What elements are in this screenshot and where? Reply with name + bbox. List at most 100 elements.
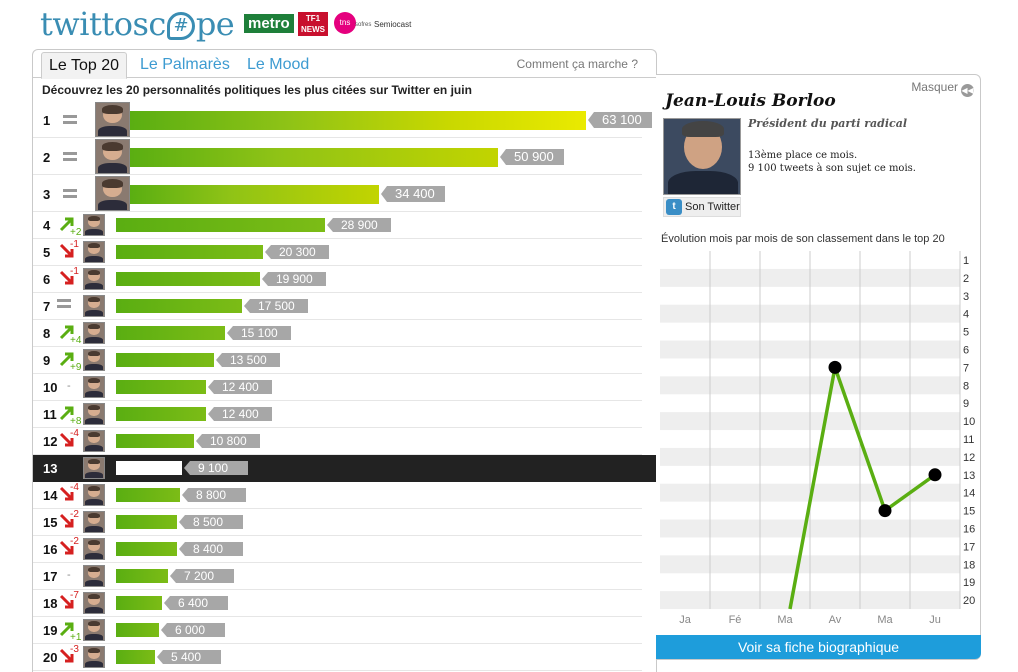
ranking-row[interactable]: 8 +4 15 100: [33, 320, 642, 347]
y-tick-label: 5: [963, 327, 969, 339]
trend-unchanged-icon: [63, 189, 77, 198]
trend-up-arrow-icon: [59, 352, 74, 367]
ranking-row[interactable]: 1 63 100: [33, 101, 652, 138]
rank-number: 4: [43, 218, 51, 233]
tweet-count-bar: [116, 488, 180, 502]
semiocast-logo[interactable]: Semiocast: [374, 20, 412, 29]
ranking-row[interactable]: 19 +1 6 000: [33, 617, 642, 644]
y-tick-label: 7: [963, 362, 969, 374]
y-tick-label: 14: [963, 488, 975, 500]
ranking-panel: Le Top 20 Le Palmarès Le Mood Comment ça…: [32, 49, 657, 672]
trend-unchanged-icon: [57, 299, 71, 308]
rank-delta: -2: [70, 509, 79, 520]
x-tick-label: Ju: [929, 614, 941, 626]
tns-logo[interactable]: tns: [334, 12, 356, 34]
ranking-row[interactable]: 11 +8 12 400: [33, 401, 642, 428]
tweet-count-label: 17 500: [244, 299, 308, 313]
ranking-row[interactable]: 14 -4 8 800: [33, 482, 642, 509]
ranking-row[interactable]: 5 -1 20 300: [33, 239, 642, 266]
tweet-count-label: 6 000: [161, 623, 225, 637]
tweets-info: 9 100 tweets à son sujet ce mois.: [748, 163, 916, 174]
tweet-count-label: 12 400: [208, 380, 272, 394]
ranking-row[interactable]: 9 +9 13 500: [33, 347, 642, 374]
y-tick-label: 1: [963, 255, 969, 267]
ranking-row[interactable]: 16 -2 8 400: [33, 536, 642, 563]
politician-avatar: [83, 295, 105, 317]
tweet-count-bar: [116, 380, 206, 394]
twitter-icon: t: [666, 199, 682, 215]
tweet-count-bar: [116, 299, 242, 313]
trend-down-arrow-icon: [59, 513, 74, 528]
politician-avatar: [95, 176, 130, 211]
rank-series-line: [788, 360, 937, 610]
rank-number: 19: [43, 623, 58, 638]
ranking-row[interactable]: 2 50 900: [33, 138, 642, 175]
sofres-text: sofres: [355, 22, 372, 28]
trend-unchanged-icon: [63, 115, 77, 124]
tweet-count-bar: [130, 148, 498, 167]
tab-palmares[interactable]: Le Palmarès: [140, 56, 230, 73]
rank-delta: +1: [70, 632, 82, 643]
trend-down-arrow-icon: [59, 270, 74, 285]
detail-panel: Masquer ◀◀ Jean-Louis Borloo Président du…: [656, 74, 981, 660]
y-tick-label: 4: [963, 309, 969, 321]
ranking-row[interactable]: 18 -7 6 400: [33, 590, 642, 617]
y-tick-label: 17: [963, 541, 975, 553]
tweet-count-label: 28 900: [327, 218, 391, 232]
twitter-link[interactable]: t Son Twitter: [663, 197, 741, 217]
tweet-count-label: 13 500: [216, 353, 280, 367]
rank-info: 13ème place ce mois.: [748, 150, 858, 161]
politician-avatar: [83, 646, 105, 668]
trend-down-arrow-icon: [59, 486, 74, 501]
ranking-row[interactable]: 3 34 400: [33, 175, 642, 212]
metro-logo[interactable]: metro: [244, 14, 294, 33]
rank-delta: -4: [70, 482, 79, 493]
tweet-count-label: 19 900: [262, 272, 326, 286]
ranking-row[interactable]: 17- 7 200: [33, 563, 642, 590]
rank-delta: +8: [70, 416, 82, 427]
politician-avatar: [95, 139, 130, 174]
politician-avatar: [83, 538, 105, 560]
trend-none-label: -: [67, 569, 71, 581]
hide-label: Masquer: [911, 80, 958, 94]
hide-button[interactable]: Masquer ◀◀: [911, 80, 974, 97]
y-tick-label: 12: [963, 452, 975, 464]
rank-number: 3: [43, 187, 51, 202]
tweet-count-bar: [116, 326, 225, 340]
tweet-count-bar: [116, 542, 177, 556]
rank-data-point: [828, 360, 842, 374]
ranking-row[interactable]: 4 +2 28 900: [33, 212, 642, 239]
tweet-count-label: 20 300: [265, 245, 329, 259]
biography-button[interactable]: Voir sa fiche biographique: [656, 635, 981, 659]
how-it-works-link[interactable]: Comment ça marche ?: [516, 57, 638, 71]
rank-delta: -2: [70, 536, 79, 547]
ranking-row[interactable]: 20 -3 5 400: [33, 644, 642, 671]
y-tick-label: 10: [963, 416, 975, 428]
ranking-row[interactable]: 13 9 100: [33, 455, 657, 482]
politician-avatar: [83, 349, 105, 371]
y-tick-label: 15: [963, 506, 975, 518]
ranking-row[interactable]: 15 -2 8 500: [33, 509, 642, 536]
rank-number: 6: [43, 272, 51, 287]
ranking-row[interactable]: 7 17 500: [33, 293, 642, 320]
tf1-news-text: NEWS: [301, 25, 325, 34]
tweet-count-bar: [116, 515, 177, 529]
ranking-row[interactable]: 6 -1 19 900: [33, 266, 642, 293]
rank-number: 8: [43, 326, 51, 341]
y-tick-label: 11: [963, 434, 974, 446]
tweet-count-label: 6 400: [164, 596, 228, 610]
ranking-row[interactable]: 10- 12 400: [33, 374, 642, 401]
politician-avatar: [83, 322, 105, 344]
logo-text-suffix: pe: [195, 5, 235, 43]
tab-mood[interactable]: Le Mood: [247, 56, 310, 73]
rank-number: 18: [43, 596, 58, 611]
x-tick-label: Ma: [777, 614, 793, 626]
trend-down-arrow-icon: [59, 540, 74, 555]
rank-delta: +9: [70, 362, 82, 373]
trend-down-arrow-icon: [59, 432, 74, 447]
twittoscope-logo[interactable]: twittosc # pe: [40, 5, 235, 43]
tab-top20[interactable]: Le Top 20: [41, 52, 127, 79]
ranking-row[interactable]: 12 -4 10 800: [33, 428, 642, 455]
tf1-news-logo[interactable]: TF1 NEWS: [298, 12, 328, 36]
